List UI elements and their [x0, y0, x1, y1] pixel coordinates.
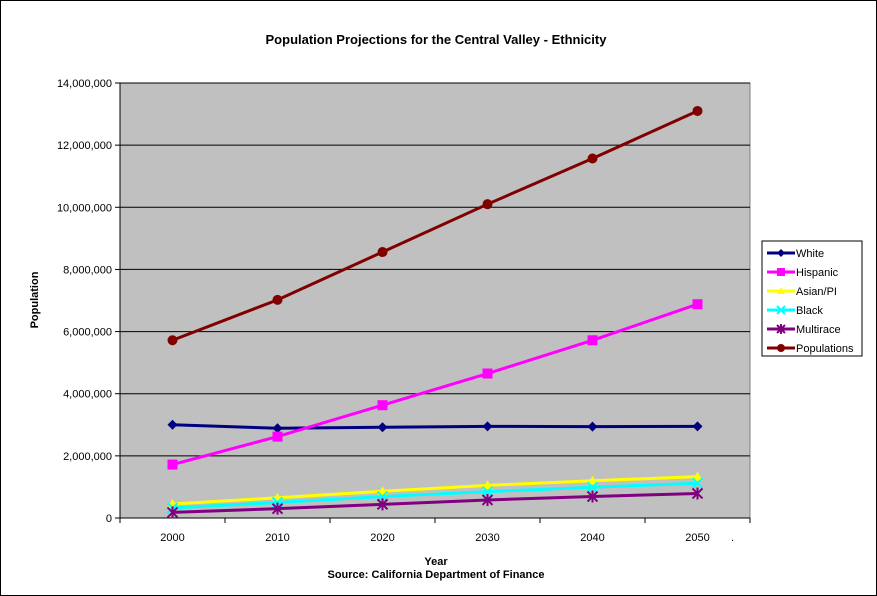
legend-label: White [796, 248, 824, 260]
series-line-multirace [172, 491, 698, 514]
y-tick-label: 10,000,000 [57, 202, 112, 214]
data-point-white [167, 419, 178, 430]
data-point-hispanic [377, 400, 388, 411]
legend-item-white: White [767, 248, 824, 260]
plot-background [119, 82, 751, 519]
data-point-populations [167, 335, 178, 346]
data-point-multirace [481, 493, 494, 506]
legend-marker [777, 287, 785, 294]
legend-marker [777, 344, 785, 352]
x-tick-label: 2000 [160, 532, 184, 544]
legend-label: Black [796, 305, 823, 317]
legend-item-populations: Populations [767, 343, 854, 355]
y-tick-label: 12,000,000 [57, 140, 112, 152]
legend-box [761, 240, 863, 357]
data-point-multirace [166, 506, 179, 519]
legend-item-black: Black [767, 305, 823, 317]
y-tick-label: 2,000,000 [63, 451, 112, 463]
data-point-hispanic [482, 368, 493, 379]
series-line-hispanic [172, 302, 698, 467]
data-point-black [481, 485, 494, 498]
data-point-populations [377, 247, 388, 258]
data-point-asian-pi [482, 480, 493, 490]
chart-title: Population Projections for the Central V… [266, 32, 608, 47]
legend-label: Multirace [796, 324, 841, 336]
series-white [167, 419, 703, 434]
legend-marker [777, 249, 785, 257]
legend-marker [777, 268, 785, 276]
legend-item-multirace: Multirace [767, 324, 841, 336]
data-point-populations [692, 105, 703, 116]
y-axis: 0 2,000,000 4,000,000 6,000,000 8,000,000 10,… [57, 78, 121, 525]
data-point-populations [587, 153, 598, 164]
series-line-asian-pi [172, 475, 698, 506]
legend-label: Asian/PI [796, 286, 837, 298]
plot-area: 2000 2010 2020 2030 2040 2050 0 2,000,000 4,000… [57, 78, 751, 544]
data-point-multirace [271, 502, 284, 515]
x-tick-label: 2020 [370, 532, 394, 544]
y-tick-label: 14,000,000 [57, 78, 112, 90]
data-point-hispanic [587, 335, 598, 346]
x-axis: 2000 2010 2020 2030 2040 2050 [119, 517, 751, 544]
x-tick-label: 2010 [265, 532, 289, 544]
x-tick-label: 2030 [475, 532, 499, 544]
series-group [166, 105, 704, 519]
data-point-populations [272, 294, 283, 305]
y-tick-label: 6,000,000 [63, 327, 112, 339]
legend: White Hispanic Asian/PI Black Multirace Popul… [761, 240, 863, 357]
x-tick-label: 2040 [580, 532, 604, 544]
data-point-asian-pi [587, 475, 598, 485]
data-point-hispanic [272, 431, 283, 442]
data-point-white [377, 422, 388, 433]
data-point-white [692, 421, 703, 432]
x-tick-label: 2050 [685, 532, 709, 544]
data-point-populations [482, 199, 493, 210]
data-point-black [691, 477, 704, 489]
data-point-multirace [691, 487, 704, 500]
legend-item-asian-pi: Asian/PI [767, 286, 837, 298]
data-point-white [272, 423, 283, 434]
series-line-populations [171, 109, 699, 342]
legend-label: Hispanic [796, 267, 839, 279]
y-axis-label: Population [29, 271, 41, 328]
gridlines [120, 82, 750, 457]
data-point-black [586, 481, 599, 493]
legend-marker [776, 324, 786, 334]
legend-item-hispanic: Hispanic [767, 267, 839, 279]
data-point-white [482, 421, 493, 432]
data-point-hispanic [167, 459, 178, 470]
data-point-multirace [586, 490, 599, 503]
y-tick-label: 8,000,000 [63, 264, 112, 276]
source-note: Source: California Department of Finance [328, 569, 545, 581]
data-point-hispanic [692, 299, 703, 310]
data-point-multirace [376, 498, 389, 511]
series-multirace [166, 487, 704, 519]
y-tick-label: 4,000,000 [63, 389, 112, 401]
legend-marker [776, 305, 786, 315]
data-point-white [587, 421, 598, 432]
series-line-black [172, 481, 698, 510]
stray-mark: . [731, 532, 734, 544]
series-hispanic [167, 299, 703, 470]
series-line-white [172, 423, 698, 430]
series-populations [167, 105, 703, 346]
legend-label: Populations [796, 343, 854, 355]
y-tick-label: 0 [106, 513, 112, 525]
x-axis-label: Year [424, 556, 448, 568]
data-point-asian-pi [692, 471, 703, 481]
